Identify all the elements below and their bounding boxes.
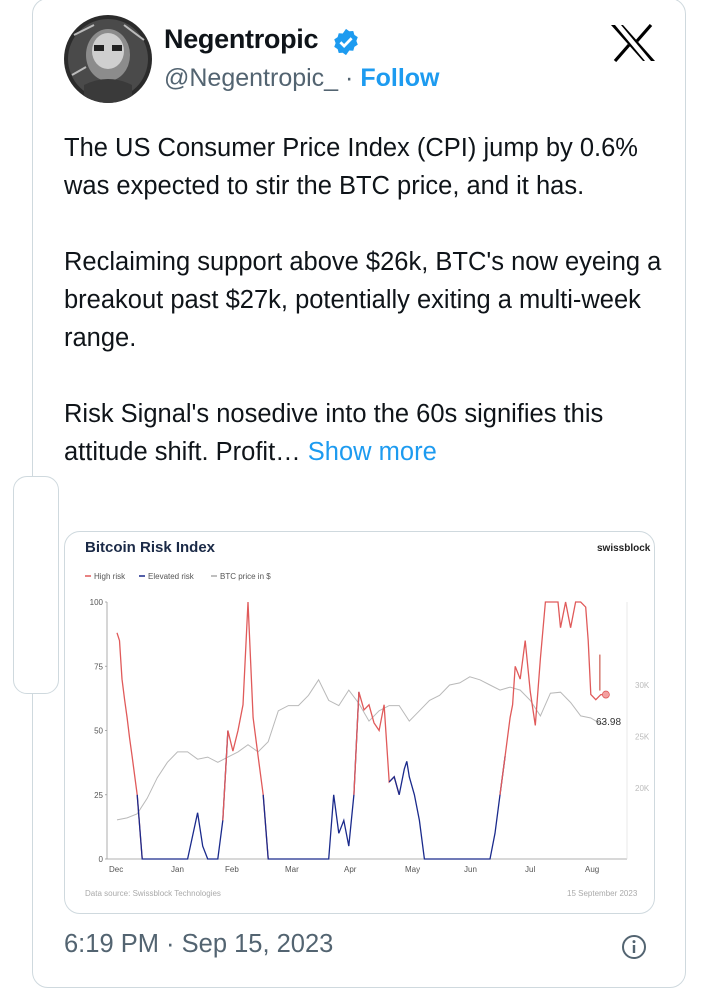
x-tick-label: Jun [464, 865, 477, 874]
author-name[interactable]: Negentropic [164, 24, 319, 54]
show-more-link[interactable]: Show more [307, 438, 437, 466]
legend-high-risk: High risk [94, 572, 126, 581]
chart-date: 15 September 2023 [567, 889, 638, 898]
x-tick-label: Feb [225, 865, 239, 874]
y-tick-label: 25 [94, 791, 103, 800]
chart-title: Bitcoin Risk Index [85, 539, 216, 556]
verified-badge-icon [331, 27, 361, 62]
tweet-media-image[interactable]: Bitcoin Risk Index swissblock High risk … [64, 531, 655, 914]
risk-line-elevated [262, 691, 360, 860]
y2-tick-label: 30K [635, 681, 650, 690]
x-tick-label: Jan [171, 865, 184, 874]
risk-line-high [222, 601, 269, 860]
x-tick-label: Dec [109, 865, 123, 874]
chart-brand: swissblock [597, 543, 651, 554]
separator-dot: · [345, 64, 354, 92]
tweet-paragraph-2: Reclaiming support above $26k, BTC's now… [64, 248, 662, 352]
legend-elevated-risk: Elevated risk [148, 572, 195, 581]
data-source-note: Data source: Swissblock Technologies [85, 889, 221, 898]
y-tick-label: 75 [94, 662, 103, 671]
tweet-text: The US Consumer Price Index (CPI) jump b… [64, 129, 674, 509]
tweet-timestamp[interactable]: 6:19 PM · Sep 15, 2023 [64, 930, 334, 958]
x-tick-label: Aug [585, 865, 599, 874]
side-panel-tab[interactable] [13, 476, 59, 694]
x-logo-icon[interactable] [610, 23, 656, 67]
y-tick-label: 100 [90, 598, 104, 607]
current-value-label: 63.98 [596, 717, 621, 728]
x-tick-label: May [405, 865, 420, 874]
risk-line-elevated [136, 730, 229, 860]
risk-line-elevated [388, 756, 506, 860]
y-tick-label: 0 [99, 855, 104, 864]
x-tick-label: Mar [285, 865, 299, 874]
author-handle[interactable]: @Negentropic_ [164, 64, 339, 92]
btc-price-line [116, 676, 607, 821]
risk-line-high [499, 601, 606, 795]
handle-row: @Negentropic_ · Follow [164, 64, 439, 93]
x-tick-label: Jul [525, 865, 535, 874]
current-value-point [601, 690, 610, 699]
y-tick-label: 50 [94, 727, 103, 736]
x-tick-label: Apr [344, 865, 357, 874]
y2-tick-label: 25K [635, 733, 650, 742]
tweet-paragraph-1: The US Consumer Price Index (CPI) jump b… [64, 134, 638, 200]
risk-index-chart: Bitcoin Risk Index swissblock High risk … [85, 539, 651, 898]
tweet-card [13, 0, 686, 988]
legend-btc-price: BTC price in $ [220, 572, 271, 581]
y2-tick-label: 20K [635, 784, 650, 793]
avatar-image [64, 15, 152, 103]
tweet-paragraph-3: Risk Signal's nosedive into the 60s sign… [64, 395, 674, 471]
tweet-paragraph-3-text: Risk Signal's nosedive into the 60s sign… [64, 400, 604, 466]
info-icon[interactable] [621, 934, 647, 965]
risk-line-high [116, 632, 143, 860]
avatar[interactable] [64, 15, 152, 103]
follow-button[interactable]: Follow [360, 64, 440, 92]
